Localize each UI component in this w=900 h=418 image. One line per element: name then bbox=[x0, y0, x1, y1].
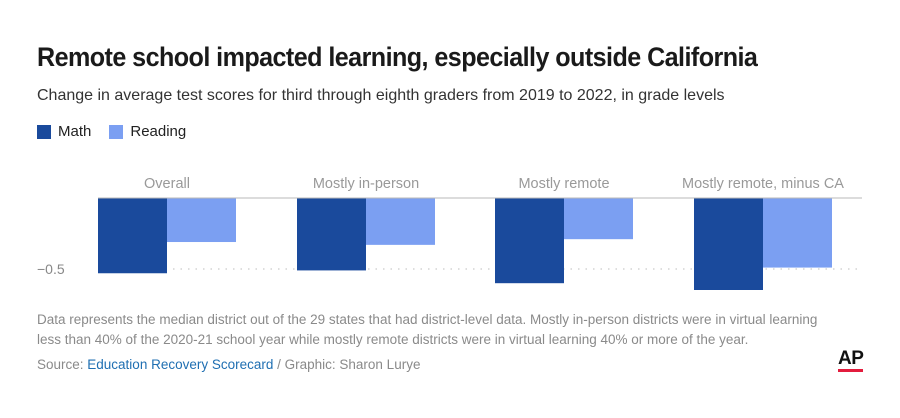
legend-swatch-math bbox=[37, 124, 51, 139]
chart-subtitle: Change in average test scores for third … bbox=[37, 87, 725, 104]
legend: Math Reading bbox=[37, 123, 204, 140]
source-line: Source: Education Recovery Scorecard / G… bbox=[37, 357, 420, 372]
category-label: Mostly remote, minus CA bbox=[682, 176, 844, 192]
legend-item-math: Math bbox=[37, 123, 91, 140]
legend-swatch-reading bbox=[109, 124, 124, 139]
bar-math-1 bbox=[297, 198, 366, 271]
bar-math-3 bbox=[694, 198, 763, 290]
chart-title: Remote school impacted learning, especia… bbox=[37, 42, 758, 72]
source-prefix: Source: bbox=[37, 357, 88, 372]
legend-label-reading: Reading bbox=[130, 123, 187, 140]
legend-item-reading: Reading bbox=[109, 123, 186, 140]
bar-chart: −0.5 Overall Mostly in-person Mostly remote… bbox=[37, 176, 862, 290]
bar-reading-0 bbox=[167, 198, 236, 243]
bar-reading-2 bbox=[564, 198, 633, 240]
category-label: Overall bbox=[144, 176, 190, 192]
category-label: Mostly in-person bbox=[313, 176, 419, 192]
ap-logo: AP bbox=[838, 348, 864, 369]
ap-logo-underline bbox=[838, 369, 863, 372]
bar-reading-3 bbox=[763, 198, 832, 268]
source-link[interactable]: Education Recovery Scorecard bbox=[87, 357, 274, 372]
y-tick-label: −0.5 bbox=[37, 261, 65, 277]
source-suffix: / Graphic: Sharon Lurye bbox=[273, 357, 421, 372]
category-label: Mostly remote bbox=[518, 176, 609, 192]
bar-reading-1 bbox=[366, 198, 435, 245]
bar-math-2 bbox=[495, 198, 564, 284]
footnote: Data represents the median district out … bbox=[37, 312, 818, 347]
bar-math-0 bbox=[98, 198, 167, 274]
legend-label-math: Math bbox=[58, 123, 92, 140]
